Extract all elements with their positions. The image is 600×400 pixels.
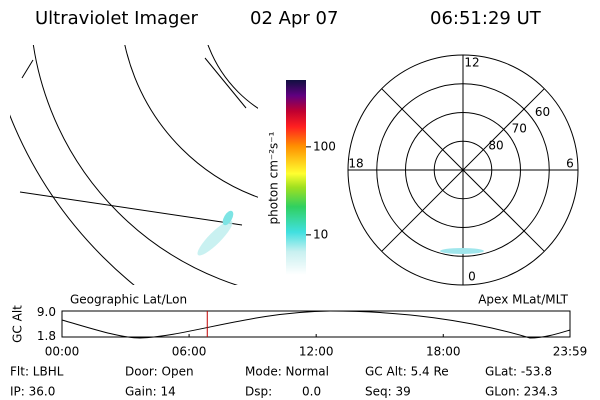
geographic-map — [10, 45, 258, 285]
altitude-curve — [61, 310, 571, 339]
info-field: Seq: 39 — [365, 385, 411, 399]
x-tick-label: 23:59 — [553, 345, 588, 359]
panel-label: Apex MLat/MLT — [478, 293, 568, 307]
lat-line — [124, 45, 258, 198]
aurora — [440, 248, 484, 254]
info-value: 0.0 — [302, 385, 321, 399]
colorbar — [286, 80, 306, 275]
info-field: Gain: 14 — [125, 385, 176, 399]
x-tick-label: 18:00 — [426, 345, 461, 359]
lat-label: 70 — [512, 122, 527, 136]
instrument-title: Ultraviolet Imager — [35, 8, 199, 29]
info-field: GC Alt: 5.4 Re — [365, 365, 449, 379]
info-field: GLon: 234.3 — [485, 385, 558, 399]
colorbar-tick-label: 10 — [313, 227, 328, 241]
time: 06:51:29 UT — [430, 8, 542, 29]
x-tick-label: 12:00 — [299, 345, 334, 359]
colorbar-tick-label: 100 — [313, 139, 336, 153]
x-tick-label: 06:00 — [172, 345, 207, 359]
date: 02 Apr 07 — [250, 8, 338, 29]
info-field: Dsp: — [245, 385, 272, 399]
panel-label: Geographic Lat/Lon — [70, 293, 187, 307]
info-field: IP: 36.0 — [10, 385, 55, 399]
info-field: GLat: -53.8 — [485, 365, 552, 379]
x-tick-label: 00:00 — [45, 345, 80, 359]
aurora — [222, 210, 234, 226]
info-field: Flt: LBHL — [10, 365, 64, 379]
info-field: Mode: Normal — [245, 365, 329, 379]
mlt-label: 6 — [566, 157, 574, 171]
y-tick-label: 1.8 — [37, 329, 56, 343]
timeline-ylabel: GC Alt — [11, 305, 25, 343]
lon-line — [21, 59, 34, 79]
lon-line — [19, 191, 243, 226]
mlt-label: 12 — [464, 56, 479, 70]
lat-label: 60 — [535, 105, 550, 119]
mlt-label: 0 — [468, 270, 476, 284]
colorbar-label: photon cm⁻²s⁻¹ — [267, 131, 281, 224]
timeline-frame — [61, 310, 571, 338]
lat-label: 80 — [488, 139, 503, 153]
mlt-line — [381, 88, 545, 252]
aurora — [197, 220, 233, 256]
mlt-label: 18 — [348, 157, 363, 171]
lon-line — [204, 57, 247, 109]
y-tick-label: 9.0 — [37, 305, 56, 319]
info-field: Door: Open — [125, 365, 194, 379]
